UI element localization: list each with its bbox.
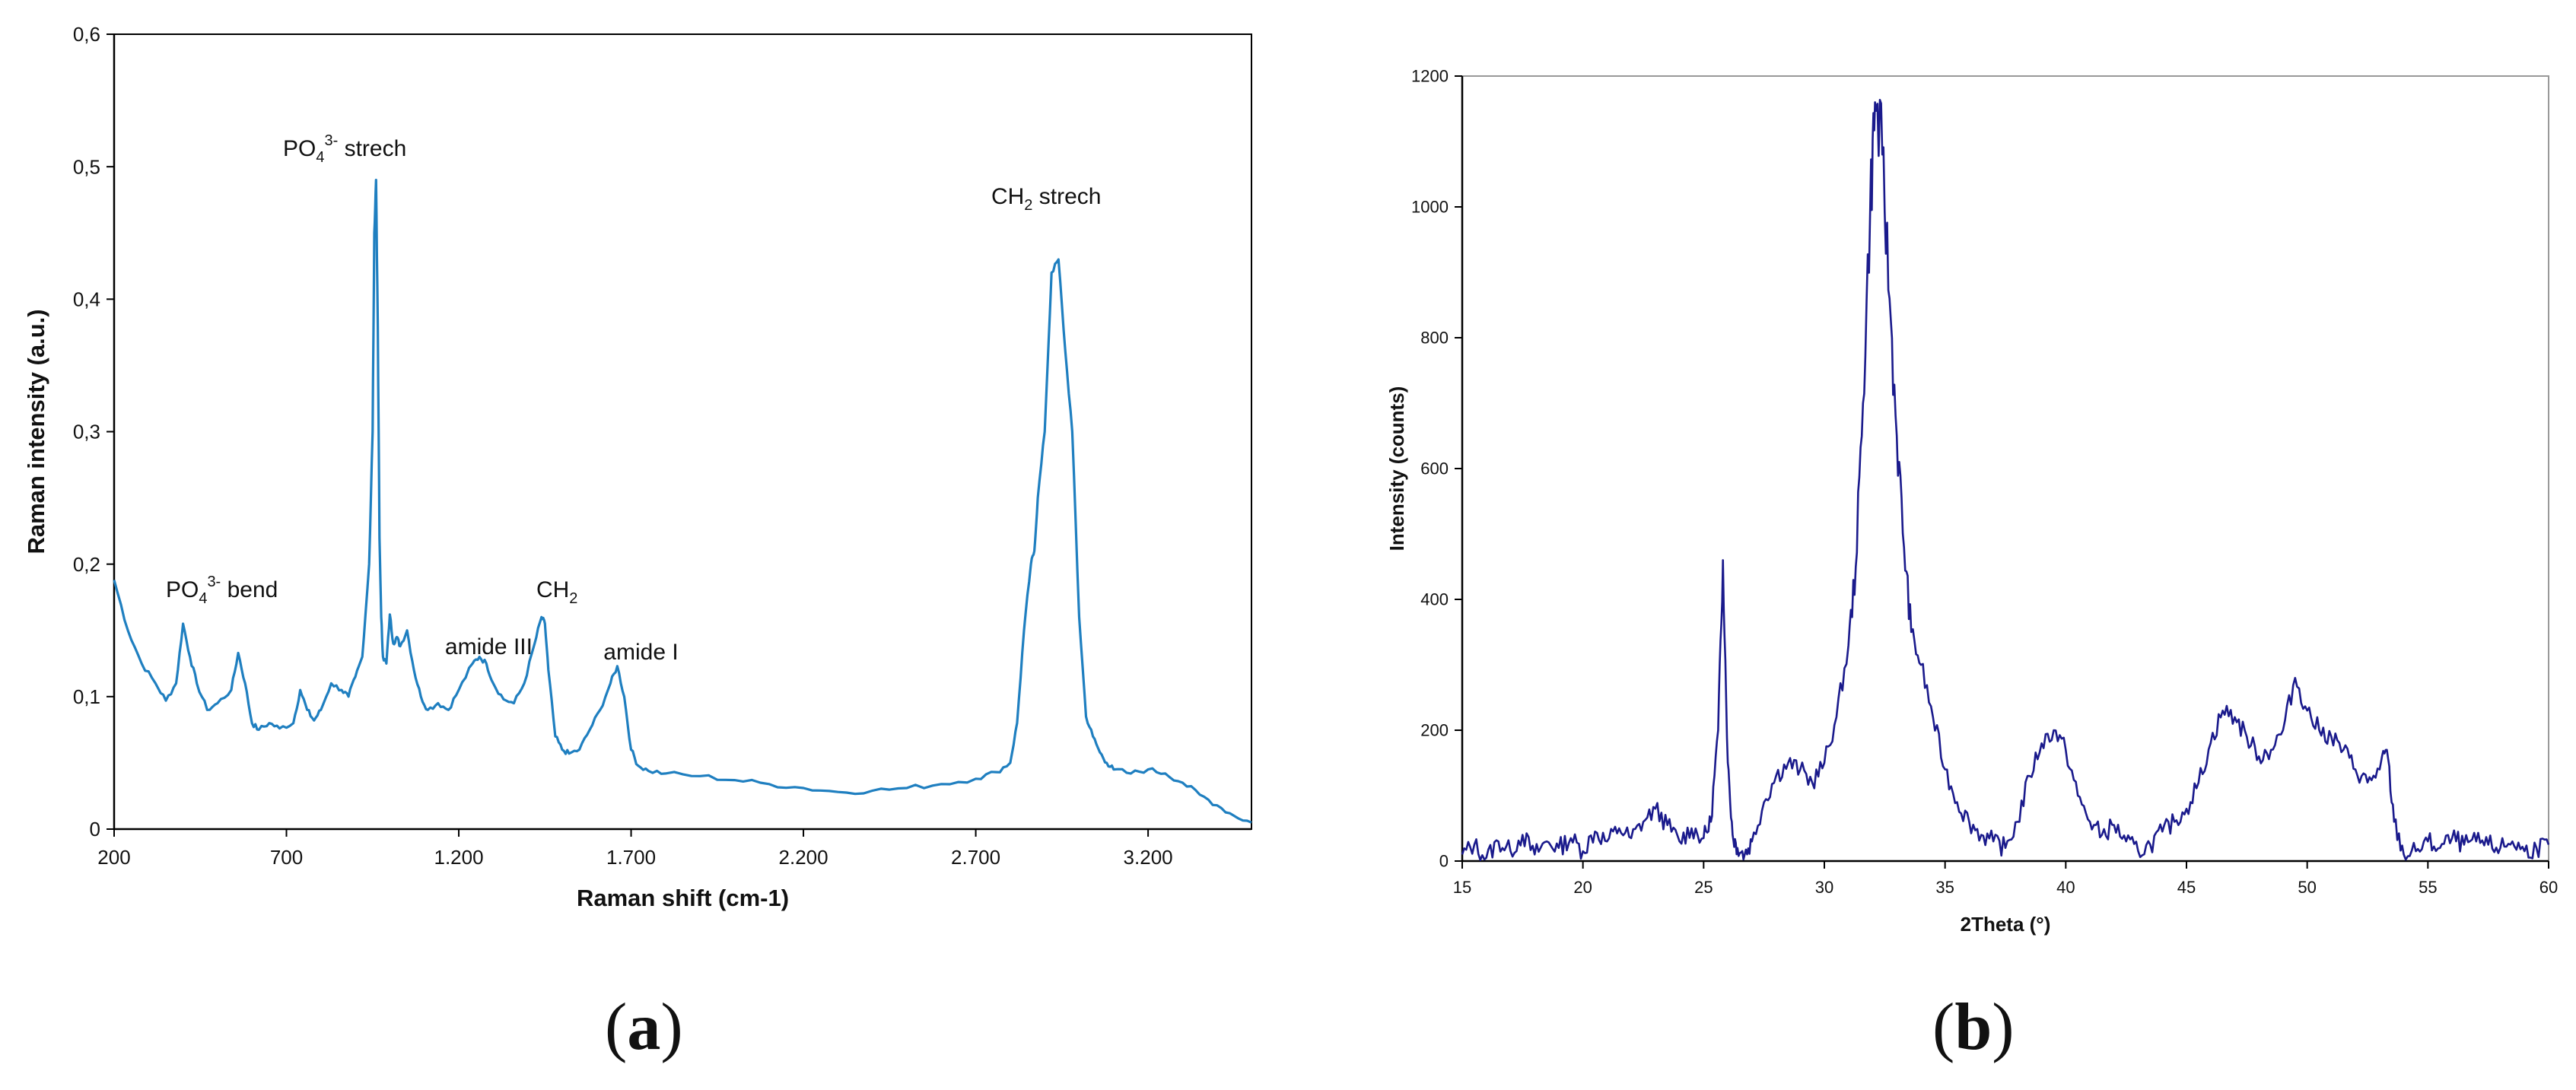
series-line xyxy=(113,179,1252,824)
y-tick-label: 0,5 xyxy=(73,155,100,178)
y-tick-label: 0,2 xyxy=(73,553,100,576)
x-tick-label: 1.200 xyxy=(434,846,483,869)
x-tick-label: 3.200 xyxy=(1124,846,1173,869)
x-tick-label: 700 xyxy=(270,846,303,869)
y-tick-label: 200 xyxy=(1420,721,1449,740)
x-tick-label: 2.700 xyxy=(951,846,1000,869)
y-tick-label: 1000 xyxy=(1411,198,1449,217)
y-axis-label: Raman intensity (a.u.) xyxy=(23,309,49,554)
x-tick-label: 60 xyxy=(2539,878,2558,897)
y-tick-label: 0,3 xyxy=(73,421,100,443)
peak-annotation: CH2 strech xyxy=(991,184,1102,214)
x-tick-label: 50 xyxy=(2298,878,2316,897)
x-tick-label: 30 xyxy=(1815,878,1833,897)
y-tick-label: 0 xyxy=(1439,852,1449,871)
plot-frame xyxy=(1461,75,2549,862)
y-tick-label: 0,6 xyxy=(73,23,100,46)
x-tick-label: 45 xyxy=(2177,878,2196,897)
x-tick-label: 40 xyxy=(2056,878,2075,897)
x-tick-label: 20 xyxy=(1573,878,1592,897)
y-tick-label: 400 xyxy=(1420,590,1449,609)
peak-annotation: amide III xyxy=(445,634,533,659)
x-axis-label: 2Theta (°) xyxy=(1961,913,2051,936)
x-tick-label: 15 xyxy=(1453,878,1471,897)
peak-annotation: CH2 xyxy=(536,577,577,607)
x-tick-label: 2.200 xyxy=(779,846,828,869)
peak-annotation: PO43- strech xyxy=(283,132,406,166)
peak-annotation: amide I xyxy=(603,640,678,665)
y-tick-label: 0,4 xyxy=(73,288,100,310)
panel-label-a: (a) xyxy=(605,990,683,1064)
y-tick-label: 0 xyxy=(90,818,100,841)
xrd-pattern-chart: 0 200 400 600 800 1000 1200 15 20 25 30 35 40 45 50 55 6… xyxy=(1385,67,2558,936)
raman-spectrum-chart: 0 0,1 0,2 0,3 0,4 0,5 0,6 200 700 1.200 1.700 2.200… xyxy=(23,23,1252,911)
x-tick-label: 1.700 xyxy=(606,846,656,869)
x-axis-label: Raman shift (cm-1) xyxy=(577,885,789,911)
x-tick-label: 35 xyxy=(1935,878,1954,897)
y-axis-label: Intensity (counts) xyxy=(1385,386,1408,551)
y-tick-label: 0,1 xyxy=(73,685,100,708)
y-tick-label: 1200 xyxy=(1411,67,1449,86)
y-tick-label: 800 xyxy=(1420,329,1449,348)
x-tick-label: 25 xyxy=(1694,878,1713,897)
y-tick-label: 600 xyxy=(1420,459,1449,478)
x-tick-label: 55 xyxy=(2419,878,2437,897)
panel-label-b: (b) xyxy=(1932,990,2015,1064)
x-tick-label: 200 xyxy=(97,846,130,869)
peak-annotation: PO43- bend xyxy=(166,574,278,607)
series-line xyxy=(1461,99,2550,861)
